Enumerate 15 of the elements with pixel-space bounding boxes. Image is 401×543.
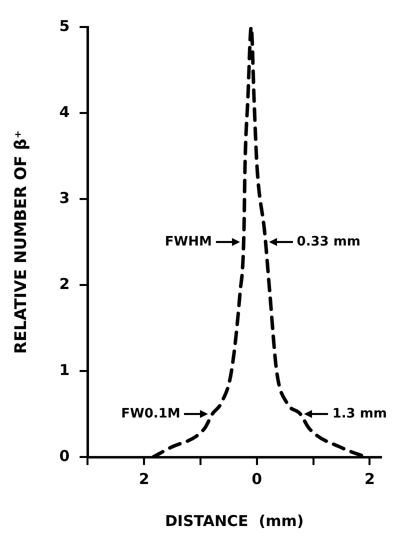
y-tick-label: 5	[59, 16, 70, 35]
y-tick-label: 2	[59, 274, 70, 293]
y-tick-label: 3	[59, 188, 70, 207]
annotation: 1.3 mm	[332, 406, 387, 422]
annotation: FWHM	[164, 234, 212, 250]
x-tick-label: 2	[364, 470, 375, 488]
y-tick-label: 1	[59, 360, 70, 379]
y-tick-label: 4	[59, 102, 70, 121]
x-tick-label: 2	[138, 470, 150, 488]
annotation: FW0.1M	[121, 406, 180, 422]
y-axis-title: RELATIVE NUMBER OF β⁺	[10, 130, 30, 354]
y-tick-label: 0	[59, 446, 70, 465]
x-tick-label: 0	[252, 470, 262, 488]
annotation: 0.33 mm	[296, 234, 360, 250]
x-axis-title: DISTANCE (mm)	[164, 512, 304, 530]
